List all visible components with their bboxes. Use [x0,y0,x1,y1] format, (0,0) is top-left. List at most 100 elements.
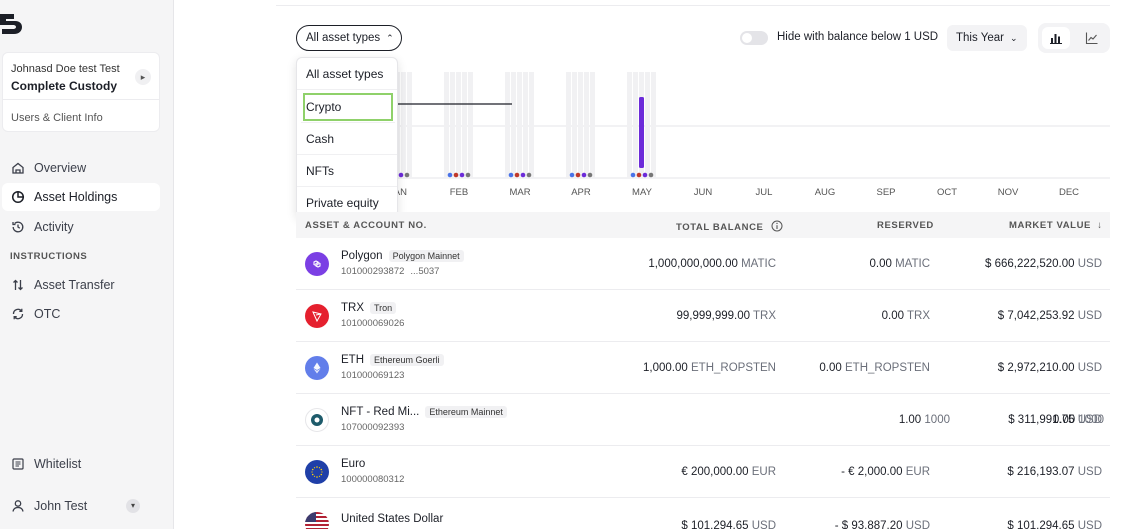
hide-small-balances-toggle[interactable] [740,31,768,45]
option-private-equity[interactable]: Private equity [306,196,379,210]
total-balance-value: 1,000.00 [643,362,688,374]
pie-chart-icon [11,190,25,204]
option-cash[interactable]: Cash [297,123,397,155]
nav-asset-holdings[interactable]: Asset Holdings [2,183,160,211]
bar-background [444,72,449,178]
table-row[interactable]: NFT - Red Mi... Ethereum Mainnet 10700009… [296,394,1110,446]
account-number: 101000293872 ...5037 [341,266,439,277]
option-all-asset-types[interactable]: All asset types [297,58,397,90]
header-reserved[interactable]: RESERVED [877,220,934,231]
market-value-unit: USD [1077,520,1102,529]
market-value-amount: $ 216,193.07 [1007,466,1075,478]
nav-otc[interactable]: OTC [2,300,160,328]
account-number: 107000092393 [341,422,405,433]
exchange-icon [11,307,25,321]
asset-type-filter[interactable]: All asset types ⌃ [296,25,402,51]
bar-background [572,72,577,178]
period-select[interactable]: This Year ⌄ [947,25,1027,51]
market-value-amount: $ 311,991.75 [1008,414,1075,426]
total-balance-unit: 1000 [924,414,950,426]
chevron-down-icon: ⌄ [1009,32,1018,43]
reserved: 0.00 MATIC [869,258,930,270]
x-tick-label: DEC [1059,187,1079,198]
user-menu[interactable]: John Test ▾ [2,492,160,520]
bar-background [456,72,461,178]
series-dot [569,172,575,178]
account-tail: ...5037 [410,266,440,277]
x-tick-label: MAY [632,187,653,198]
bar-background [627,72,632,178]
header-total-balance[interactable]: TOTAL BALANCE [676,220,783,233]
series-dot [642,172,648,178]
instructions-section-label: INSTRUCTIONS [10,251,88,262]
nav-overview[interactable]: Overview [2,154,160,182]
account-number: 101000069123 [341,370,405,381]
option-nfts[interactable]: NFTs [297,155,397,187]
line-chart-icon[interactable] [1078,27,1106,49]
series-dot [575,172,581,178]
reserved: 0.00 TRX [882,310,930,322]
reserved: - € 2,000.00 EUR [841,466,930,478]
table-row[interactable]: Euro 100000080312 € 200,000.00 EUR - € 2… [296,446,1110,498]
users-client-info-link[interactable]: Users & Client Info [11,112,103,124]
series-dot [447,172,453,178]
chart-view-toggle [1038,23,1110,53]
nav-whitelist[interactable]: Whitelist [2,450,160,478]
network-tag: Ethereum Mainnet [425,406,507,418]
x-tick-label: JUN [694,187,713,198]
info-icon[interactable] [771,220,783,232]
chevron-right-icon[interactable]: ▸ [135,69,151,85]
asset-name-text: NFT - Red Mi... [341,406,420,418]
market-value-unit: USD [1077,310,1102,322]
reserved-unit: ETH_ROPSTEN [845,362,930,374]
bar-chart-icon[interactable] [1042,27,1070,49]
reserved-value: 0.00 [1052,414,1076,426]
reserved-value: 0.00 [869,258,892,270]
series-dot [508,172,514,178]
client-selector[interactable]: Johnasd Doe test Test Complete Custody ▸ [3,53,159,100]
market-value: $ 216,193.07 USD [1007,466,1102,478]
chevron-down-icon[interactable]: ▾ [126,499,140,513]
x-tick-label: JAN [389,187,407,198]
nav-label: OTC [34,307,61,321]
header-total-balance-label: TOTAL BALANCE [676,222,764,233]
tron-icon [305,304,329,328]
nav-activity[interactable]: Activity [2,213,160,241]
series-dot [459,172,465,178]
polygon-icon [305,252,329,276]
x-tick-label: NOV [998,187,1019,198]
series-dot [520,172,526,178]
user-icon [11,499,25,513]
total-balance: 1,000,000,000.00 MATIC [648,258,776,270]
asset-type-dropdown: All asset types Crypto Cash NFTs Private… [296,57,398,217]
series-dot [636,172,642,178]
bar-background [450,72,455,178]
total-balance: 1,000.00 ETH_ROPSTEN [643,362,776,374]
option-crypto[interactable]: Crypto [301,91,395,123]
market-value-amount: $ 101,294.65 [1007,520,1075,529]
bar [639,97,644,168]
bar-background [645,72,650,178]
header-market-value-label: MARKET VALUE [1009,220,1091,231]
hide-small-balances-label: Hide with balance below 1 USD [777,31,939,43]
series-dot [465,172,471,178]
client-type: Complete Custody [11,79,118,93]
ethereum-icon [305,356,329,380]
network-tag: Ethereum Goerli [370,354,444,366]
brand-logo-icon[interactable] [0,12,26,36]
client-card[interactable]: Johnasd Doe test Test Complete Custody ▸… [2,52,160,132]
reserved-unit: MATIC [895,258,930,270]
bar-background [566,72,571,178]
market-value-amount: $ 666,222,520.00 [984,258,1075,270]
asset-name-text: ETH [341,354,364,366]
table-row[interactable]: Polygon Polygon Mainnet 101000293872 ...50… [296,238,1110,290]
table-row[interactable]: ETH Ethereum Goerli 101000069123 1,000.00… [296,342,1110,394]
nav-asset-transfer[interactable]: Asset Transfer [2,271,160,299]
table-row[interactable]: TRX Tron 101000069026 99,999,999.00 TRX 0… [296,290,1110,342]
table-row[interactable]: United States Dollar $ 101,294.65 USD - … [296,498,1110,529]
bar-background [407,72,412,178]
header-asset[interactable]: ASSET & ACCOUNT NO. [305,220,427,231]
series-dot [587,172,593,178]
series-dot [526,172,532,178]
header-market-value[interactable]: MARKET VALUE ↓ [1009,220,1103,231]
